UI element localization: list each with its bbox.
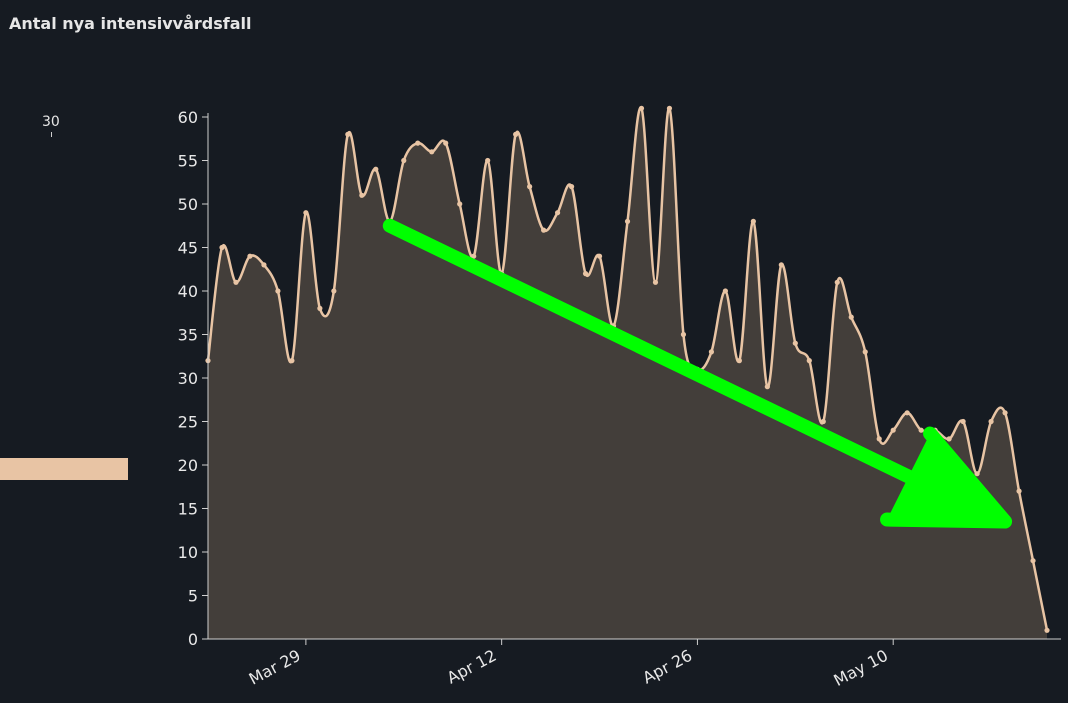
data-point[interactable] [862, 349, 868, 355]
data-point[interactable] [373, 166, 379, 172]
data-point[interactable] [652, 279, 659, 285]
data-point[interactable] [345, 131, 351, 137]
data-point[interactable] [820, 418, 826, 425]
data-point[interactable] [541, 227, 547, 233]
data-point[interactable] [1002, 410, 1008, 416]
x-axis: Mar 29 Apr 12 Apr 26 May 10 [208, 638, 1061, 690]
y-tick-label: 60 [178, 108, 198, 127]
y-tick-label: 25 [178, 413, 198, 432]
y-tick-label: 30 [178, 369, 198, 388]
data-point[interactable] [233, 279, 239, 285]
data-point[interactable] [247, 253, 253, 259]
series-line [206, 106, 1049, 631]
y-tick-label: 35 [178, 326, 198, 345]
data-point[interactable] [443, 140, 449, 146]
data-point[interactable] [415, 140, 421, 146]
data-point[interactable] [806, 358, 812, 364]
y-tick-label: 15 [178, 500, 198, 519]
data-point[interactable] [680, 331, 687, 338]
data-point[interactable] [1044, 627, 1050, 633]
data-point[interactable] [429, 149, 435, 155]
data-point[interactable] [401, 157, 407, 164]
data-point[interactable] [974, 471, 980, 477]
arrow-head [880, 426, 1013, 529]
data-point[interactable] [596, 253, 603, 259]
y-tick-label: 55 [178, 152, 198, 171]
data-point[interactable] [834, 279, 840, 285]
side-color-bar[interactable] [0, 458, 128, 480]
chart-title: Antal nya intensivvårdsfall [9, 14, 252, 33]
y-tick-label: 0 [188, 630, 198, 649]
data-point[interactable] [1030, 558, 1036, 564]
y-tick-label: 45 [178, 239, 198, 258]
data-point[interactable] [457, 201, 463, 207]
data-point[interactable] [485, 157, 491, 164]
data-point[interactable] [219, 244, 225, 251]
plot-area [205, 105, 1050, 640]
data-point[interactable] [848, 314, 854, 320]
y-tick-label: 10 [178, 543, 198, 562]
data-point[interactable] [554, 210, 561, 216]
y-axis: 0 5 10 15 20 25 30 35 40 45 50 55 60 [178, 108, 209, 649]
data-point[interactable] [289, 358, 295, 364]
side-value-label: 30 [42, 114, 60, 130]
data-point[interactable] [331, 288, 337, 294]
data-point[interactable] [750, 218, 756, 224]
data-point[interactable] [513, 131, 519, 137]
y-tick-label: 50 [178, 195, 198, 214]
data-point[interactable] [303, 210, 309, 216]
data-point[interactable] [666, 105, 673, 111]
data-point[interactable] [960, 418, 966, 425]
data-point[interactable] [764, 384, 770, 390]
trend-arrow-annotation [382, 218, 1013, 529]
data-point[interactable] [527, 184, 533, 190]
data-point[interactable] [876, 436, 882, 442]
data-point[interactable] [946, 436, 952, 442]
data-point[interactable] [638, 105, 645, 111]
data-point[interactable] [708, 349, 715, 355]
x-tick-label: May 10 [830, 646, 891, 690]
data-point[interactable] [722, 288, 728, 294]
data-point[interactable] [904, 410, 910, 416]
data-point[interactable] [317, 305, 323, 311]
x-tick-label: Mar 29 [246, 646, 304, 689]
data-point[interactable] [778, 262, 784, 268]
data-point[interactable] [261, 262, 267, 268]
data-point[interactable] [582, 271, 589, 277]
data-point[interactable] [359, 192, 365, 198]
series-area-fill [208, 107, 1048, 640]
data-point[interactable] [471, 253, 477, 259]
x-tick-label: Apr 26 [639, 646, 695, 688]
data-point[interactable] [736, 358, 742, 364]
data-point[interactable] [1016, 488, 1022, 494]
data-point[interactable] [918, 427, 924, 433]
y-tick-label: 40 [178, 282, 198, 301]
y-tick-label: 20 [178, 456, 198, 475]
side-value-tick [51, 132, 52, 137]
data-point[interactable] [988, 418, 994, 425]
y-tick-label: 5 [188, 587, 198, 606]
data-point[interactable] [568, 184, 575, 190]
data-point[interactable] [890, 427, 896, 433]
data-point[interactable] [792, 340, 798, 346]
x-tick-label: Apr 12 [444, 646, 500, 688]
arrow-shaft [382, 218, 993, 521]
data-point[interactable] [624, 218, 631, 224]
data-point[interactable] [275, 288, 281, 294]
